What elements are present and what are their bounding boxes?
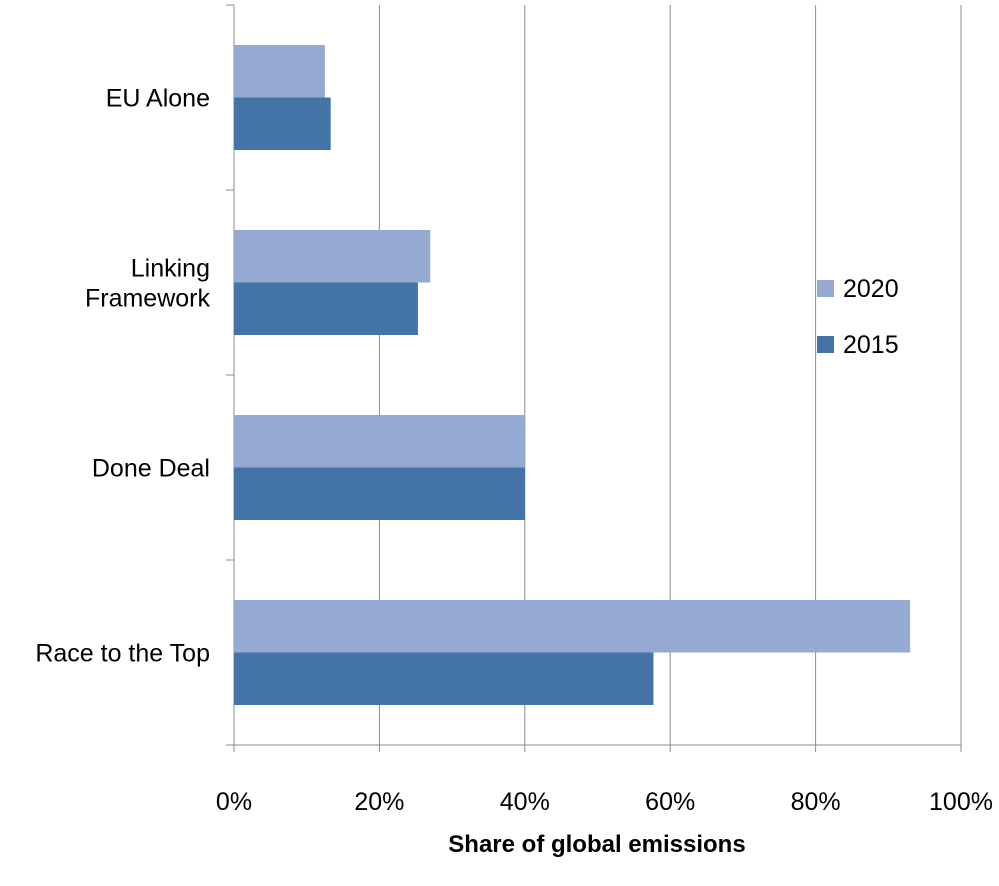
x-tick-label: 100%: [929, 788, 993, 816]
bar-2015: [234, 467, 525, 520]
x-tick-label: 60%: [645, 788, 695, 816]
x-tick-label: 20%: [354, 788, 404, 816]
legend-label: 2020: [843, 275, 899, 303]
category-label: EU Alone: [106, 85, 210, 113]
bar-2020: [234, 415, 525, 468]
x-tick-label: 80%: [791, 788, 841, 816]
bar-2015: [234, 652, 654, 705]
legend-swatch-2020: [817, 280, 834, 297]
category-labels: EU Alone Linking Framework Done Deal Race to…: [35, 85, 210, 668]
x-tick-label: 0%: [216, 788, 252, 816]
legend-label: 2015: [843, 331, 899, 359]
x-tick-labels: 0% 20% 40% 60% 80% 100%: [216, 788, 993, 816]
bars: [234, 45, 911, 705]
legend: 2020 2015: [817, 275, 899, 359]
bar-2020: [234, 600, 911, 653]
bar-2020: [234, 230, 431, 283]
bar-2015: [234, 282, 418, 335]
category-label: Linking Framework: [85, 255, 211, 313]
category-label: Race to the Top: [35, 640, 210, 668]
category-label: Done Deal: [92, 455, 210, 483]
bar-2015: [234, 97, 331, 150]
bar-2020: [234, 45, 325, 98]
x-axis-title: Share of global emissions: [448, 831, 745, 858]
legend-swatch-2015: [817, 336, 834, 353]
x-tick-label: 40%: [500, 788, 550, 816]
